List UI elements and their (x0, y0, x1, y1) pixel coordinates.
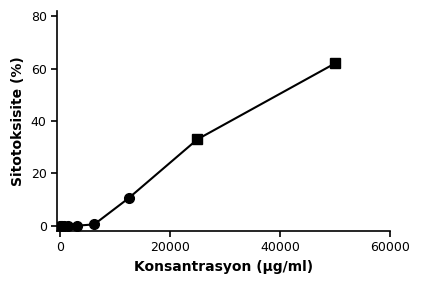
Y-axis label: Sitotoksisite (%): Sitotoksisite (%) (11, 56, 25, 186)
X-axis label: Konsantrasyon (μg/ml): Konsantrasyon (μg/ml) (134, 260, 313, 274)
